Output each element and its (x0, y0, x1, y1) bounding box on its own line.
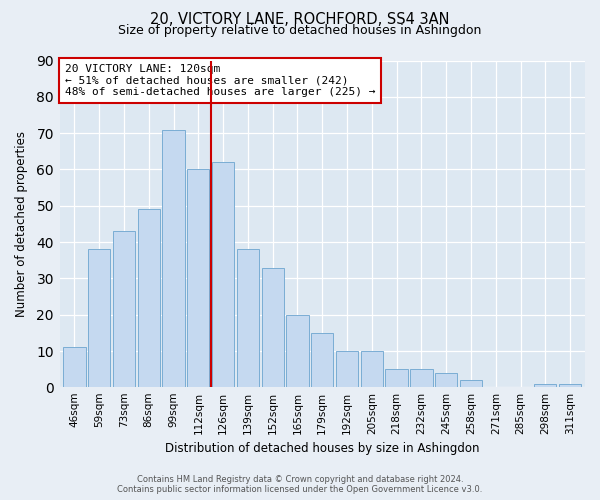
Bar (63, 348, 86, 388)
Y-axis label: Number of detached properties: Number of detached properties (15, 131, 28, 317)
Bar (435, 373, 457, 388)
Bar (410, 369, 433, 388)
X-axis label: Distribution of detached houses by size in Ashingdon: Distribution of detached houses by size … (165, 442, 479, 455)
Text: Contains HM Land Registry data © Crown copyright and database right 2024.: Contains HM Land Registry data © Crown c… (137, 475, 463, 484)
Text: Contains public sector information licensed under the Open Government Licence v3: Contains public sector information licen… (118, 484, 482, 494)
Bar (361, 351, 383, 388)
Bar (137, 210, 160, 388)
Text: Size of property relative to detached houses in Ashingdon: Size of property relative to detached ho… (118, 24, 482, 37)
Bar (187, 170, 209, 388)
Bar (559, 384, 581, 388)
Bar (237, 250, 259, 388)
Text: 20, VICTORY LANE, ROCHFORD, SS4 3AN: 20, VICTORY LANE, ROCHFORD, SS4 3AN (150, 12, 450, 28)
Bar (534, 384, 556, 388)
Bar (88, 250, 110, 388)
Text: 20 VICTORY LANE: 120sqm
← 51% of detached houses are smaller (242)
48% of semi-d: 20 VICTORY LANE: 120sqm ← 51% of detache… (65, 64, 375, 97)
Bar (385, 369, 408, 388)
Bar (336, 351, 358, 388)
Bar (163, 130, 185, 388)
Bar (311, 333, 334, 388)
Bar (460, 380, 482, 388)
Bar (113, 231, 135, 388)
Bar (212, 162, 234, 388)
Bar (262, 268, 284, 388)
Bar (286, 314, 308, 388)
